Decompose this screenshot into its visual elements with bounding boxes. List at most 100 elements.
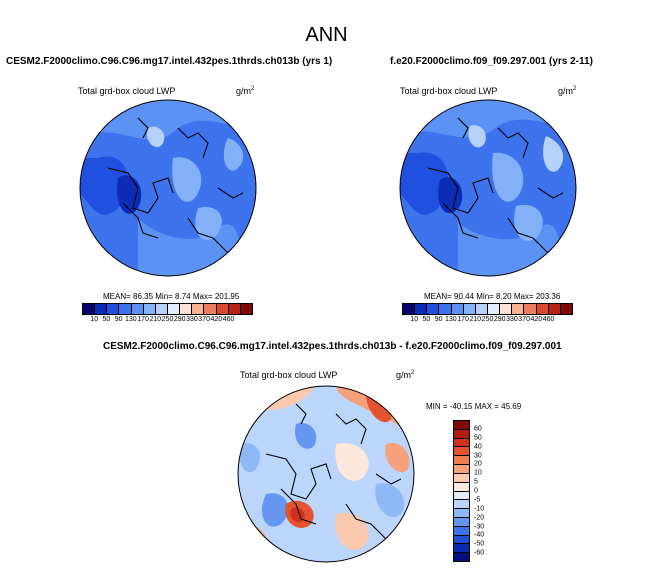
diff-colorbar-tick-label: 10	[474, 469, 482, 477]
right-colorbar-swatch	[524, 304, 537, 314]
left-colorbar-tick-label: 330	[186, 316, 198, 323]
left-colorbar-swatch	[204, 304, 217, 314]
right-colorbar-tick-label: 210	[469, 316, 482, 323]
diff-colorbar-swatch	[454, 535, 469, 545]
right-colorbar-tick-label: 370	[518, 316, 530, 323]
right-colorbar-tick-label: 90	[434, 316, 443, 323]
left-colorbar-swatch	[240, 304, 252, 314]
left-units-label: g/m2	[236, 86, 255, 96]
right-units-label: g/m2	[558, 86, 577, 96]
diff-colorbar-swatch	[454, 491, 469, 501]
diff-colorbar-tick-label: 60	[474, 425, 482, 433]
right-colorbar-swatch	[487, 304, 501, 314]
diff-stats: MIN = -40.15 MAX = 45.69	[426, 402, 522, 411]
diff-colorbar-swatch	[454, 517, 469, 527]
right-colorbar-tick-label: 250	[481, 316, 494, 323]
right-colorbar-swatch	[415, 304, 428, 314]
diff-colorbar-tick-label: 20	[474, 460, 482, 468]
diff-colorbar-tick-label: -40	[474, 531, 485, 539]
diff-colorbar-swatch	[454, 447, 469, 457]
left-colorbar-swatch	[83, 304, 96, 314]
left-variable-label: Total grd-box cloud LWP	[78, 86, 176, 96]
right-colorbar-tick-label: 330	[506, 316, 518, 323]
diff-colorbar-tick-label: -30	[474, 523, 485, 530]
diff-colorbar-tick-label: 5	[474, 478, 478, 486]
diff-colorbar-tick-label: 50	[474, 434, 482, 442]
right-colorbar-swatch	[548, 304, 561, 314]
left-colorbar-ticks: 10 50 90 130 170 210 250 290 330 370 420 460	[82, 315, 253, 325]
diff-colorbar-swatches	[453, 420, 470, 562]
left-colorbar-tick-label: 370	[198, 316, 210, 323]
diff-colorbar-tick-label: -10	[474, 505, 485, 513]
left-case-title: CESM2.F2000climo.C96.C96.mg17.intel.432p…	[6, 56, 333, 67]
diff-colorbar-tick-label: 30	[474, 452, 482, 459]
diff-colorbar-tick-label: -50	[474, 540, 485, 548]
diff-colorbar-swatch	[454, 526, 469, 536]
right-colorbar-ticks: 10 50 90 130 170 210 250 290 330 370 420 460	[402, 315, 573, 325]
right-variable-label: Total grd-box cloud LWP	[400, 86, 498, 96]
left-colorbar-tick-label: 130	[125, 316, 137, 323]
right-colorbar-swatch	[439, 304, 452, 314]
left-colorbar-tick-label: 420	[210, 316, 223, 323]
diff-colorbar-swatch	[454, 429, 469, 439]
right-colorbar-swatch	[475, 304, 488, 314]
left-colorbar-swatch	[228, 304, 241, 314]
right-colorbar: 10 50 90 130 170 210 250 290 330 370 420 460	[402, 303, 573, 325]
right-colorbar-swatch	[451, 304, 464, 314]
right-colorbar-swatches	[402, 303, 573, 315]
left-colorbar-swatch	[95, 304, 108, 314]
left-colorbar: 10 50 90 130 170 210 250 290 330 370 420 460	[82, 303, 253, 325]
diff-colorbar-swatch	[454, 509, 469, 518]
left-colorbar-tick-label: 210	[149, 316, 162, 323]
left-colorbar-swatch	[119, 304, 132, 314]
diff-colorbar-swatch	[454, 456, 469, 466]
left-colorbar-tick-label: 10	[90, 316, 99, 323]
diff-colorbar-tick-label: -60	[474, 549, 485, 557]
left-colorbar-swatch	[180, 304, 193, 314]
diff-variable-label: Total grd-box cloud LWP	[240, 370, 338, 380]
diff-colorbar-swatch	[454, 465, 469, 474]
right-colorbar-tick-label: 420	[530, 316, 543, 323]
right-colorbar-tick-label: 460	[542, 316, 555, 323]
left-colorbar-swatch	[131, 304, 144, 314]
diff-colorbar-swatch	[454, 544, 469, 554]
right-colorbar-swatch	[500, 304, 513, 314]
right-colorbar-swatch	[560, 304, 572, 314]
left-colorbar-swatch	[143, 304, 156, 314]
diff-colorbar-tick-label: -5	[474, 496, 481, 504]
left-colorbar-tick-label: 460	[222, 316, 235, 323]
diff-polar-map	[237, 385, 415, 563]
left-colorbar-tick-label: 90	[114, 316, 123, 323]
right-colorbar-swatch	[512, 304, 525, 314]
left-colorbar-swatches	[82, 303, 253, 315]
left-colorbar-tick-label: 170	[137, 316, 149, 323]
left-colorbar-swatch	[216, 304, 229, 314]
diff-colorbar-swatch	[454, 473, 469, 483]
left-colorbar-tick-label: 250	[161, 316, 174, 323]
diff-colorbar-tick-label: 0	[474, 487, 478, 495]
right-colorbar-tick-label: 10	[410, 316, 419, 323]
left-polar-map	[79, 99, 257, 277]
left-colorbar-swatch	[167, 304, 181, 314]
diff-colorbar-swatch	[454, 482, 469, 492]
page-title: ANN	[305, 24, 348, 46]
right-colorbar-tick-label: 130	[445, 316, 457, 323]
left-stats: MEAN= 86.35 Min= 8.74 Max= 201.95	[103, 292, 240, 301]
diff-colorbar-swatch	[454, 421, 469, 430]
right-colorbar-tick-label: 290	[493, 316, 506, 323]
left-colorbar-swatch	[107, 304, 120, 314]
right-colorbar-swatch	[463, 304, 476, 314]
right-colorbar-swatch	[536, 304, 549, 314]
left-colorbar-tick-label: 50	[102, 316, 111, 323]
diff-colorbar-swatch	[454, 553, 469, 561]
diff-colorbar-swatch	[454, 438, 469, 448]
diff-colorbar-tick-label: 40	[474, 443, 482, 451]
diff-colorbar-ticks: 60 50 40 30 20 10 5 0 -5 -10 -20 -30 -40 -50 -60	[470, 420, 494, 562]
left-colorbar-swatch	[192, 304, 205, 314]
diff-colorbar-swatch	[454, 500, 469, 510]
diff-colorbar-tick-label: -20	[474, 514, 485, 522]
right-polar-map	[399, 99, 577, 277]
right-colorbar-tick-label: 50	[422, 316, 431, 323]
right-stats: MEAN= 90.44 Min= 8.20 Max= 203.36	[424, 292, 561, 301]
right-colorbar-swatch	[403, 304, 416, 314]
